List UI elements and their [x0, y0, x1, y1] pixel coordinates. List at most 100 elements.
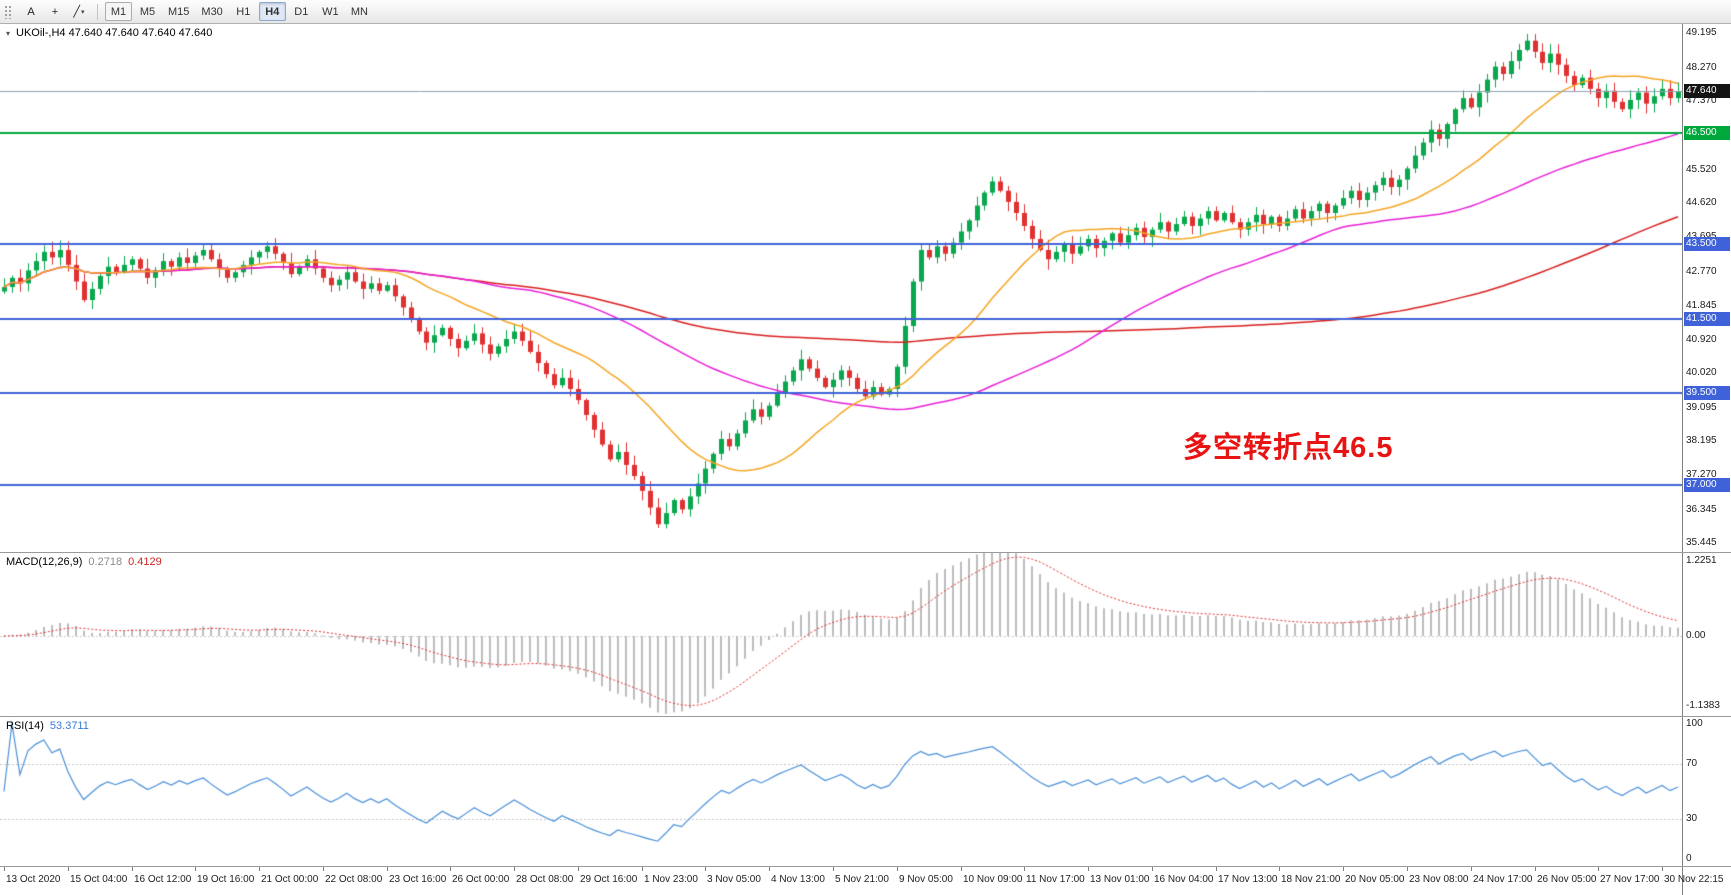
price-panel: ▾ UKOil-,H4 47.640 47.640 47.640 47.640 … — [0, 24, 1731, 553]
time-tick — [1279, 867, 1280, 871]
time-tick — [1407, 867, 1408, 871]
time-axis-label: 15 Oct 04:00 — [70, 874, 128, 885]
time-tick — [769, 867, 770, 871]
timeframe-w1-button[interactable]: W1 — [317, 2, 344, 21]
macd-axis-label: 1.2251 — [1686, 554, 1717, 566]
time-axis-label: 18 Nov 21:00 — [1281, 874, 1341, 885]
time-axis-label: 3 Nov 05:00 — [707, 874, 761, 885]
price-axis-label: 44.620 — [1686, 196, 1717, 208]
time-tick — [450, 867, 451, 871]
time-tick — [68, 867, 69, 871]
time-axis-label: 21 Oct 00:00 — [261, 874, 319, 885]
time-tick — [1598, 867, 1599, 871]
time-axis-label: 28 Oct 08:00 — [516, 874, 574, 885]
price-tag: 41.500 — [1684, 311, 1730, 326]
price-axis-label: 45.520 — [1686, 163, 1717, 175]
trendline-icon: ╱ — [73, 6, 81, 18]
time-axis-label: 30 Nov 22:15 — [1664, 874, 1724, 885]
rsi-label: RSI(14) — [6, 720, 44, 732]
rsi-axis[interactable]: 100 70 30 0 — [1682, 717, 1731, 866]
ohlc-readout: UKOil-,H4 47.640 47.640 47.640 47.640 — [16, 27, 213, 39]
rsi-panel: RSI(14) 53.3711 100 70 30 0 — [0, 717, 1731, 867]
rsi-indicator-canvas[interactable] — [0, 717, 1682, 866]
timeframe-mn-button[interactable]: MN — [346, 2, 373, 21]
price-chart-canvas[interactable] — [0, 24, 1682, 552]
time-tick — [705, 867, 706, 871]
price-tag: 37.000 — [1684, 478, 1730, 493]
toolbar: A + ╱ ▾ M1 M5 M15 M30 H1 H4 D1 W1 MN — [0, 0, 1731, 24]
time-axis-label: 29 Oct 16:00 — [580, 874, 638, 885]
time-axis-label: 13 Nov 01:00 — [1090, 874, 1150, 885]
time-tick — [1662, 867, 1663, 871]
rsi-axis-label: 0 — [1686, 853, 1692, 865]
timeframe-m30-button[interactable]: M30 — [196, 2, 227, 21]
rsi-axis-label: 30 — [1686, 812, 1698, 824]
timeframe-m15-button[interactable]: M15 — [163, 2, 194, 21]
time-axis-label: 10 Nov 09:00 — [963, 874, 1023, 885]
chevron-down-icon: ▾ — [81, 8, 85, 16]
time-tick — [1535, 867, 1536, 871]
price-axis-label: 49.195 — [1686, 27, 1717, 39]
price-tag: 47.640 — [1684, 84, 1730, 99]
price-axis-label: 48.270 — [1686, 61, 1717, 73]
time-axis-label: 19 Oct 16:00 — [197, 874, 255, 885]
crosshair-tool-button[interactable]: + — [44, 2, 66, 21]
macd-panel: MACD(12,26,9) 0.2718 0.4129 1.2251 0.00 -1… — [0, 553, 1731, 717]
macd-axis-label: 0.00 — [1686, 630, 1706, 642]
timeframe-h1-button[interactable]: H1 — [230, 2, 257, 21]
text-tool-button[interactable]: A — [20, 2, 42, 21]
time-axis-label: 9 Nov 05:00 — [899, 874, 953, 885]
time-tick — [132, 867, 133, 871]
time-axis-label: 23 Oct 16:00 — [389, 874, 447, 885]
price-axis-label: 42.770 — [1686, 265, 1717, 277]
macd-title: MACD(12,26,9) 0.2718 0.4129 — [6, 556, 162, 568]
macd-label: MACD(12,26,9) — [6, 556, 83, 568]
time-axis[interactable]: 13 Oct 2020 15 Oct 04:00 16 Oct 12:00 19 Oc… — [0, 867, 1731, 895]
time-axis-label: 26 Oct 00:00 — [452, 874, 510, 885]
price-axis-label: 41.845 — [1686, 299, 1717, 311]
time-axis-label: 23 Nov 08:00 — [1409, 874, 1469, 885]
macd-axis[interactable]: 1.2251 0.00 -1.1383 — [1682, 553, 1731, 716]
timeframe-m5-button[interactable]: M5 — [134, 2, 161, 21]
rsi-axis-label: 70 — [1686, 758, 1698, 770]
time-tick — [1343, 867, 1344, 871]
price-tag: 43.500 — [1684, 237, 1730, 252]
line-studies-button[interactable]: ╱ ▾ — [68, 2, 90, 21]
price-axis-label: 35.445 — [1686, 536, 1717, 548]
time-tick — [961, 867, 962, 871]
time-axis-label: 20 Nov 05:00 — [1345, 874, 1405, 885]
timeframe-m1-button[interactable]: M1 — [105, 2, 132, 21]
time-tick — [1088, 867, 1089, 871]
annotation-text: 多空转折点46.5 — [1183, 432, 1394, 464]
macd-indicator-canvas[interactable] — [0, 553, 1682, 716]
toolbar-separator — [97, 3, 98, 20]
time-tick — [1024, 867, 1025, 871]
time-tick — [1216, 867, 1217, 871]
time-axis-label: 16 Oct 12:00 — [134, 874, 192, 885]
time-axis-label: 16 Nov 04:00 — [1154, 874, 1214, 885]
macd-signal-value: 0.4129 — [128, 556, 162, 568]
toolbar-grip-icon[interactable] — [4, 4, 13, 19]
time-tick — [259, 867, 260, 871]
time-tick — [4, 867, 5, 871]
collapse-objects-icon[interactable]: ▾ — [6, 28, 11, 38]
time-axis-label: 24 Nov 17:00 — [1473, 874, 1533, 885]
time-tick — [578, 867, 579, 871]
time-tick — [323, 867, 324, 871]
rsi-value: 53.3711 — [49, 720, 89, 732]
macd-axis-label: -1.1383 — [1686, 700, 1720, 712]
price-axis[interactable]: 49.195 48.270 47.370 45.520 44.620 43.695 42.7… — [1682, 24, 1731, 552]
time-axis-label: 26 Nov 05:00 — [1537, 874, 1597, 885]
timeframe-d1-button[interactable]: D1 — [288, 2, 315, 21]
time-tick — [387, 867, 388, 871]
price-tag: 46.500 — [1684, 126, 1730, 141]
price-tag: 39.500 — [1684, 385, 1730, 400]
price-axis-label: 47.370 — [1686, 95, 1717, 107]
time-tick — [897, 867, 898, 871]
rsi-title: RSI(14) 53.3711 — [6, 720, 89, 732]
time-tick — [833, 867, 834, 871]
timeframe-h4-button[interactable]: H4 — [258, 2, 286, 21]
time-tick — [1471, 867, 1472, 871]
axis-corner — [1682, 867, 1731, 895]
